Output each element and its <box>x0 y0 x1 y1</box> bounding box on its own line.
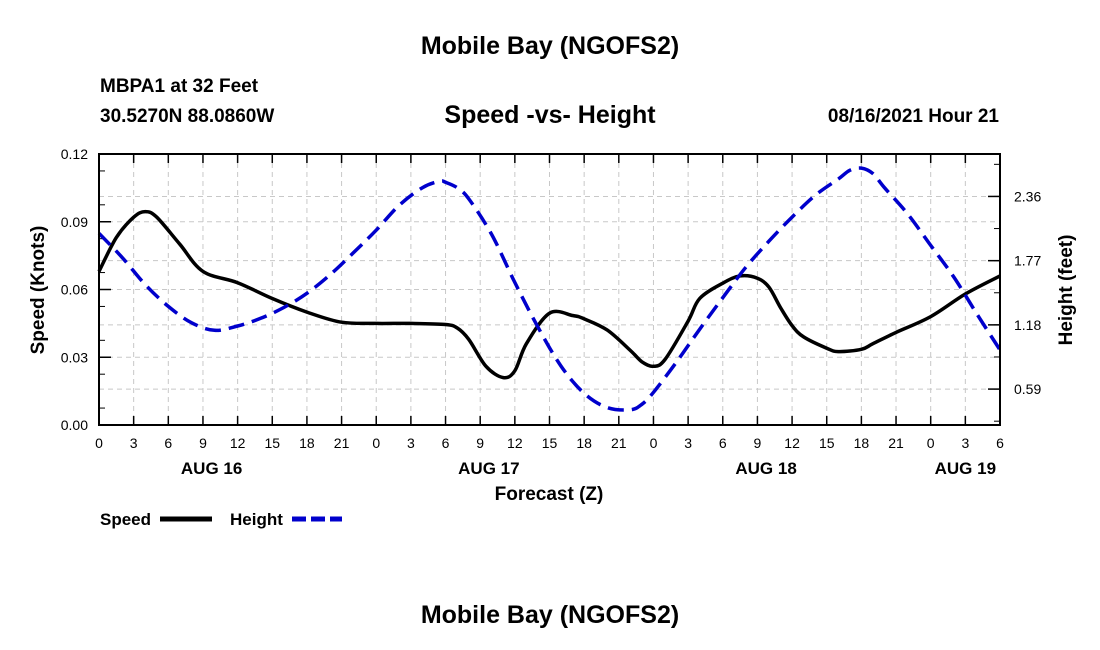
x-tick-label: 9 <box>476 435 484 451</box>
y-tick-label: 0.09 <box>61 214 88 230</box>
top-title: Mobile Bay (NGOFS2) <box>420 32 680 60</box>
x-tick-label: 6 <box>442 435 450 451</box>
series-line-speed <box>97 209 1001 380</box>
x-tick-label: 15 <box>542 435 558 451</box>
series-line-height <box>97 166 1002 412</box>
x-tick-label: 6 <box>996 435 1004 451</box>
date-label: AUG 16 <box>181 459 242 478</box>
grid-lines <box>99 154 1000 425</box>
plot-frame <box>98 153 1001 426</box>
y2-tick-label: 1.18 <box>1014 317 1041 333</box>
x-tick-label: 0 <box>95 435 103 451</box>
y-axis-ticks: 0.00 0.03 0.06 0.09 0.12 0.59 1.18 1.77 2.36 <box>61 146 1042 433</box>
station-label: MBPA1 at 32 Feet <box>100 76 259 97</box>
x-tick-label: 6 <box>719 435 727 451</box>
x-tick-label: 0 <box>650 435 658 451</box>
y-tick-label: 0.06 <box>61 282 88 298</box>
x-tick-label: 18 <box>854 435 870 451</box>
x-tick-label: 21 <box>334 435 350 451</box>
x-tick-label: 21 <box>888 435 904 451</box>
x-tick-label: 12 <box>507 435 523 451</box>
x-tick-label: 9 <box>754 435 762 451</box>
forecast-datetime: 08/16/2021 Hour 21 <box>827 106 999 127</box>
y-tick-label: 0.12 <box>61 146 88 162</box>
x-tick-label: 3 <box>130 435 138 451</box>
y2-tick-label: 0.59 <box>1014 381 1041 397</box>
x-tick-label: 12 <box>230 435 246 451</box>
x-tick-label: 6 <box>164 435 172 451</box>
legend-height-label: Height <box>230 510 283 529</box>
y-tick-label: 0.03 <box>61 349 88 365</box>
y2-tick-label: 1.77 <box>1014 253 1041 269</box>
x-tick-label: 0 <box>927 435 935 451</box>
x-tick-label: 0 <box>372 435 380 451</box>
x-tick-label: 18 <box>576 435 592 451</box>
chart-title: Speed -vs- Height <box>444 101 656 129</box>
x-tick-label: 9 <box>199 435 207 451</box>
y2-axis-label: Height (feet) <box>1056 235 1077 346</box>
station-coords: 30.5270N 88.0860W <box>100 106 275 127</box>
x-tick-label: 3 <box>407 435 415 451</box>
x-axis-ticks: 0 3 6 9 12 15 18 21 0 3 6 9 12 15 18 21 0 3 6 9 12 15 18 21 0 3 6A… <box>95 154 1004 478</box>
x-tick-label: 15 <box>264 435 280 451</box>
x-tick-label: 3 <box>684 435 692 451</box>
x-tick-label: 3 <box>961 435 969 451</box>
x-axis-label: Forecast (Z) <box>495 484 604 505</box>
y-axis-label: Speed (Knots) <box>28 226 49 355</box>
x-tick-label: 21 <box>611 435 627 451</box>
x-tick-label: 15 <box>819 435 835 451</box>
y-tick-label: 0.00 <box>61 417 88 433</box>
x-tick-label: 18 <box>299 435 315 451</box>
legend: Speed Height <box>100 510 342 529</box>
x-tick-label: 12 <box>784 435 800 451</box>
bottom-title: Mobile Bay (NGOFS2) <box>420 601 680 629</box>
date-label: AUG 17 <box>458 459 519 478</box>
y2-tick-label: 2.36 <box>1014 188 1041 204</box>
series-lines <box>97 166 1002 412</box>
date-label: AUG 18 <box>735 459 796 478</box>
date-label: AUG 19 <box>935 459 996 478</box>
legend-speed-label: Speed <box>100 510 151 529</box>
